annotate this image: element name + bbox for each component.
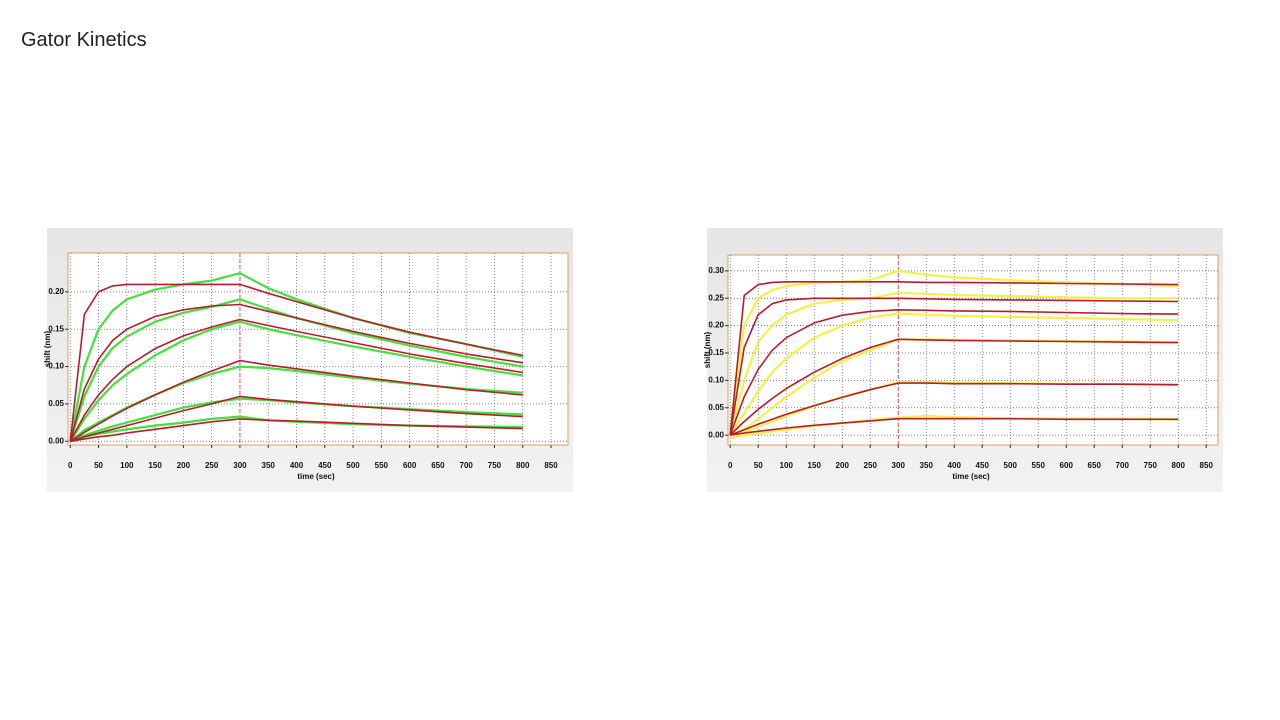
x-tick-label: 200 xyxy=(836,461,850,470)
x-tick-label: 200 xyxy=(177,461,191,470)
x-tick-label: 250 xyxy=(864,461,878,470)
x-tick-label: 850 xyxy=(1200,461,1214,470)
x-tick-label: 500 xyxy=(346,461,360,470)
series-line xyxy=(729,312,1179,436)
series-line xyxy=(69,365,523,443)
x-tick-label: 150 xyxy=(148,461,162,470)
series-line xyxy=(69,318,523,442)
x-tick-label: 400 xyxy=(948,461,962,470)
x-tick-label: 300 xyxy=(233,461,247,470)
y-axis-label: shift (nm) xyxy=(43,330,52,367)
x-tick-label: 100 xyxy=(780,461,794,470)
series-line xyxy=(729,297,1179,436)
y-tick-label: 0.10 xyxy=(708,375,724,384)
series-line xyxy=(69,283,523,442)
x-axis-label: time (sec) xyxy=(297,472,335,481)
y-tick-label: 0.25 xyxy=(708,293,724,302)
series-line xyxy=(729,280,1179,436)
series-line xyxy=(70,418,523,443)
y-tick-label: 0.05 xyxy=(48,399,64,408)
series-line xyxy=(69,359,523,442)
x-tick-label: 350 xyxy=(920,461,934,470)
slide-title: Gator Kinetics xyxy=(21,29,147,51)
x-tick-label: 550 xyxy=(375,461,389,470)
series-line xyxy=(730,417,1179,436)
x-tick-label: 50 xyxy=(94,461,103,470)
series-line xyxy=(69,303,523,442)
x-tick-label: 600 xyxy=(403,461,417,470)
x-tick-label: 500 xyxy=(1004,461,1018,470)
y-tick-label: 0.15 xyxy=(48,324,64,333)
series-line xyxy=(729,338,1179,436)
x-tick-label: 750 xyxy=(1144,461,1158,470)
x-tick-label: 650 xyxy=(431,461,445,470)
y-tick-label: 0.20 xyxy=(48,287,64,296)
y-tick-label: 0.05 xyxy=(708,403,724,412)
y-tick-label: 0.30 xyxy=(708,266,724,275)
x-tick-label: 300 xyxy=(892,461,906,470)
x-axis-label: time (sec) xyxy=(952,472,990,481)
y-tick-label: 0.00 xyxy=(708,430,724,439)
plot-area xyxy=(727,254,1219,446)
series-line xyxy=(69,320,523,442)
x-tick-label: 450 xyxy=(976,461,990,470)
x-tick-label: 650 xyxy=(1088,461,1102,470)
y-axis-label: shift (nm) xyxy=(703,331,712,368)
y-tick-label: 0.00 xyxy=(48,436,64,445)
series-line xyxy=(70,395,523,443)
x-tick-label: 350 xyxy=(262,461,276,470)
x-tick-label: 400 xyxy=(290,461,304,470)
x-tick-label: 750 xyxy=(488,461,502,470)
x-tick-label: 700 xyxy=(1116,461,1130,470)
x-tick-label: 250 xyxy=(205,461,219,470)
x-tick-label: 800 xyxy=(1172,461,1186,470)
x-tick-label: 550 xyxy=(1032,461,1046,470)
x-tick-label: 800 xyxy=(516,461,530,470)
series-line xyxy=(729,269,1179,436)
x-tick-label: 0 xyxy=(728,461,733,470)
x-tick-label: 700 xyxy=(460,461,474,470)
y-tick-label: 0.20 xyxy=(708,321,724,330)
x-tick-label: 50 xyxy=(754,461,763,470)
y-tick-label: 0.10 xyxy=(48,362,64,371)
x-tick-label: 850 xyxy=(544,461,558,470)
x-tick-label: 600 xyxy=(1060,461,1074,470)
series-line xyxy=(729,308,1179,436)
x-tick-label: 0 xyxy=(68,461,73,470)
x-tick-label: 150 xyxy=(808,461,822,470)
series-line xyxy=(729,382,1179,436)
x-tick-label: 450 xyxy=(318,461,332,470)
y-tick-label: 0.15 xyxy=(708,348,724,357)
x-tick-label: 100 xyxy=(120,461,134,470)
